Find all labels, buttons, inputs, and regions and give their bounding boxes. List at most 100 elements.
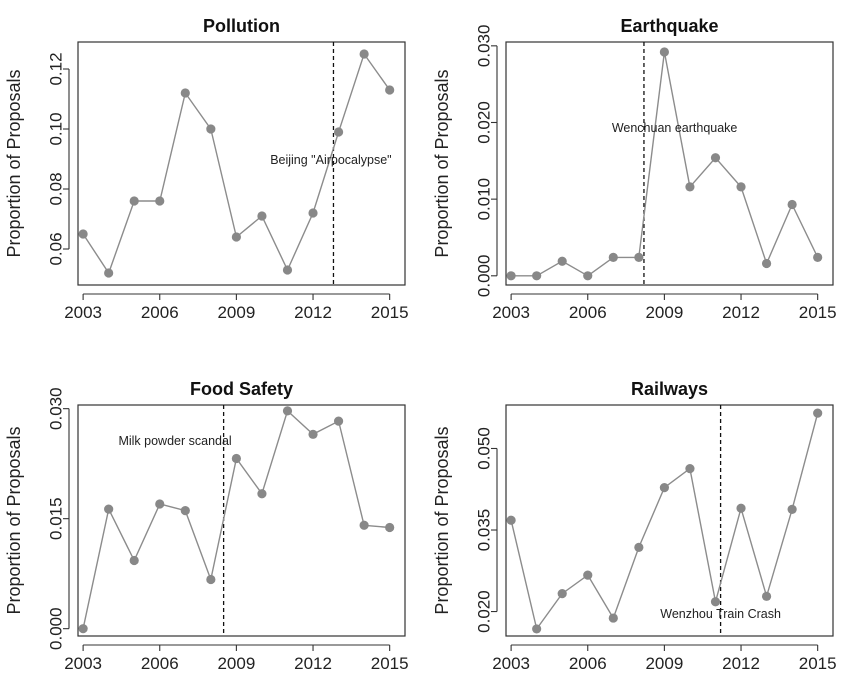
data-point	[231, 453, 241, 464]
data-point	[308, 429, 318, 439]
y-tick-label: 0.10	[47, 112, 66, 145]
x-tick-label: 2006	[569, 654, 607, 673]
chart-panel-3: Railways Proportion of Proposals 0.020 0.03…	[432, 379, 837, 673]
series-line	[510, 413, 819, 631]
data-point	[532, 271, 542, 281]
data-point	[104, 504, 114, 514]
data-point	[333, 416, 344, 426]
y-tick-label: 0.08	[47, 172, 66, 205]
x-tick-label: 2012	[294, 303, 332, 322]
plot-frame	[77, 41, 406, 286]
data-point	[634, 542, 644, 553]
data-point	[78, 229, 88, 239]
y-tick-label: 0.035	[475, 509, 494, 552]
data-point	[78, 624, 88, 634]
x-tick-label: 2003	[64, 303, 102, 322]
data-point	[608, 613, 618, 623]
y-tick-label: 0.010	[475, 178, 494, 221]
data-point	[685, 463, 695, 474]
y-tick-label: 0.12	[47, 52, 66, 85]
x-tick-label: 2012	[722, 654, 760, 673]
data-point	[659, 47, 669, 57]
x-tick-label: 2015	[799, 303, 837, 322]
data-point	[104, 268, 114, 278]
data-point	[206, 574, 216, 585]
y-tick-label: 0.030	[475, 25, 494, 68]
data-point	[761, 258, 772, 269]
chart-panel-1: Earthquake Proportion of Proposals 0.000 0.…	[432, 16, 837, 322]
data-point	[359, 520, 369, 530]
x-tick-label: 2009	[645, 303, 683, 322]
x-tick-label: 2003	[492, 303, 530, 322]
data-point	[155, 196, 165, 206]
series-line	[511, 51, 819, 277]
x-tick-label: 2009	[217, 654, 255, 673]
y-tick-label: 0.030	[47, 387, 66, 430]
data-point	[787, 504, 797, 514]
chart-title: Earthquake	[620, 16, 718, 36]
data-point	[710, 597, 721, 607]
data-point	[180, 506, 190, 516]
chart-title: Food Safety	[190, 379, 293, 399]
y-axis-label: Proportion of Proposals	[432, 426, 452, 614]
data-point	[333, 127, 344, 137]
data-point	[385, 85, 395, 95]
chart-title: Pollution	[203, 16, 280, 36]
y-axis-label: Proportion of Proposals	[4, 426, 24, 614]
data-point	[583, 271, 593, 281]
x-tick-label: 2015	[371, 654, 409, 673]
data-point	[385, 522, 395, 533]
plot-frame	[505, 404, 834, 637]
data-point	[634, 252, 644, 263]
x-tick-label: 2015	[799, 654, 837, 673]
y-axis-label: Proportion of Proposals	[4, 69, 24, 257]
x-tick-label: 2006	[141, 654, 179, 673]
data-point	[129, 555, 139, 566]
event-annotation: Milk powder scandal	[118, 434, 231, 448]
data-point	[257, 211, 267, 221]
chart-panel-2: Food Safety Proportion of Proposals 0.000 0…	[4, 379, 409, 673]
data-point	[557, 256, 567, 266]
data-point	[787, 199, 797, 210]
x-tick-label: 2015	[371, 303, 409, 322]
data-point	[206, 124, 216, 134]
data-point	[685, 182, 695, 192]
data-point	[608, 252, 618, 263]
plot-frame	[505, 41, 834, 286]
x-tick-label: 2012	[294, 654, 332, 673]
x-tick-label: 2003	[492, 654, 530, 673]
data-point	[180, 88, 190, 98]
x-tick-label: 2006	[569, 303, 607, 322]
y-tick-label: 0.020	[475, 590, 494, 633]
event-annotation: Wenzhou Train Crash	[660, 607, 781, 621]
x-tick-label: 2009	[645, 654, 683, 673]
data-point	[659, 483, 669, 493]
data-point	[129, 196, 139, 206]
data-point	[257, 489, 267, 499]
data-point	[736, 182, 746, 192]
chart-title: Railways	[631, 379, 708, 399]
y-tick-label: 0.050	[475, 427, 494, 470]
data-point	[813, 408, 823, 418]
plot-frame	[77, 404, 406, 637]
data-point	[155, 499, 165, 509]
data-point	[583, 570, 593, 580]
data-point	[506, 515, 516, 525]
y-tick-label: 0.020	[475, 101, 494, 144]
y-tick-label: 0.015	[47, 497, 66, 540]
data-point	[308, 208, 318, 218]
data-point	[813, 252, 823, 263]
event-annotation: Wenchuan earthquake	[612, 121, 738, 135]
x-tick-label: 2009	[217, 303, 255, 322]
y-tick-label: 0.06	[47, 232, 66, 265]
y-tick-label: 0.000	[47, 607, 66, 650]
event-annotation: Beijing "Airpocalypse"	[270, 153, 391, 167]
chart-panel-0: Pollution Proportion of Proposals 0.06 0.08…	[4, 16, 409, 322]
data-point	[557, 589, 567, 599]
data-point	[761, 591, 772, 601]
x-tick-label: 2012	[722, 303, 760, 322]
data-point	[532, 624, 542, 634]
data-point	[710, 153, 721, 163]
data-point	[282, 406, 293, 416]
